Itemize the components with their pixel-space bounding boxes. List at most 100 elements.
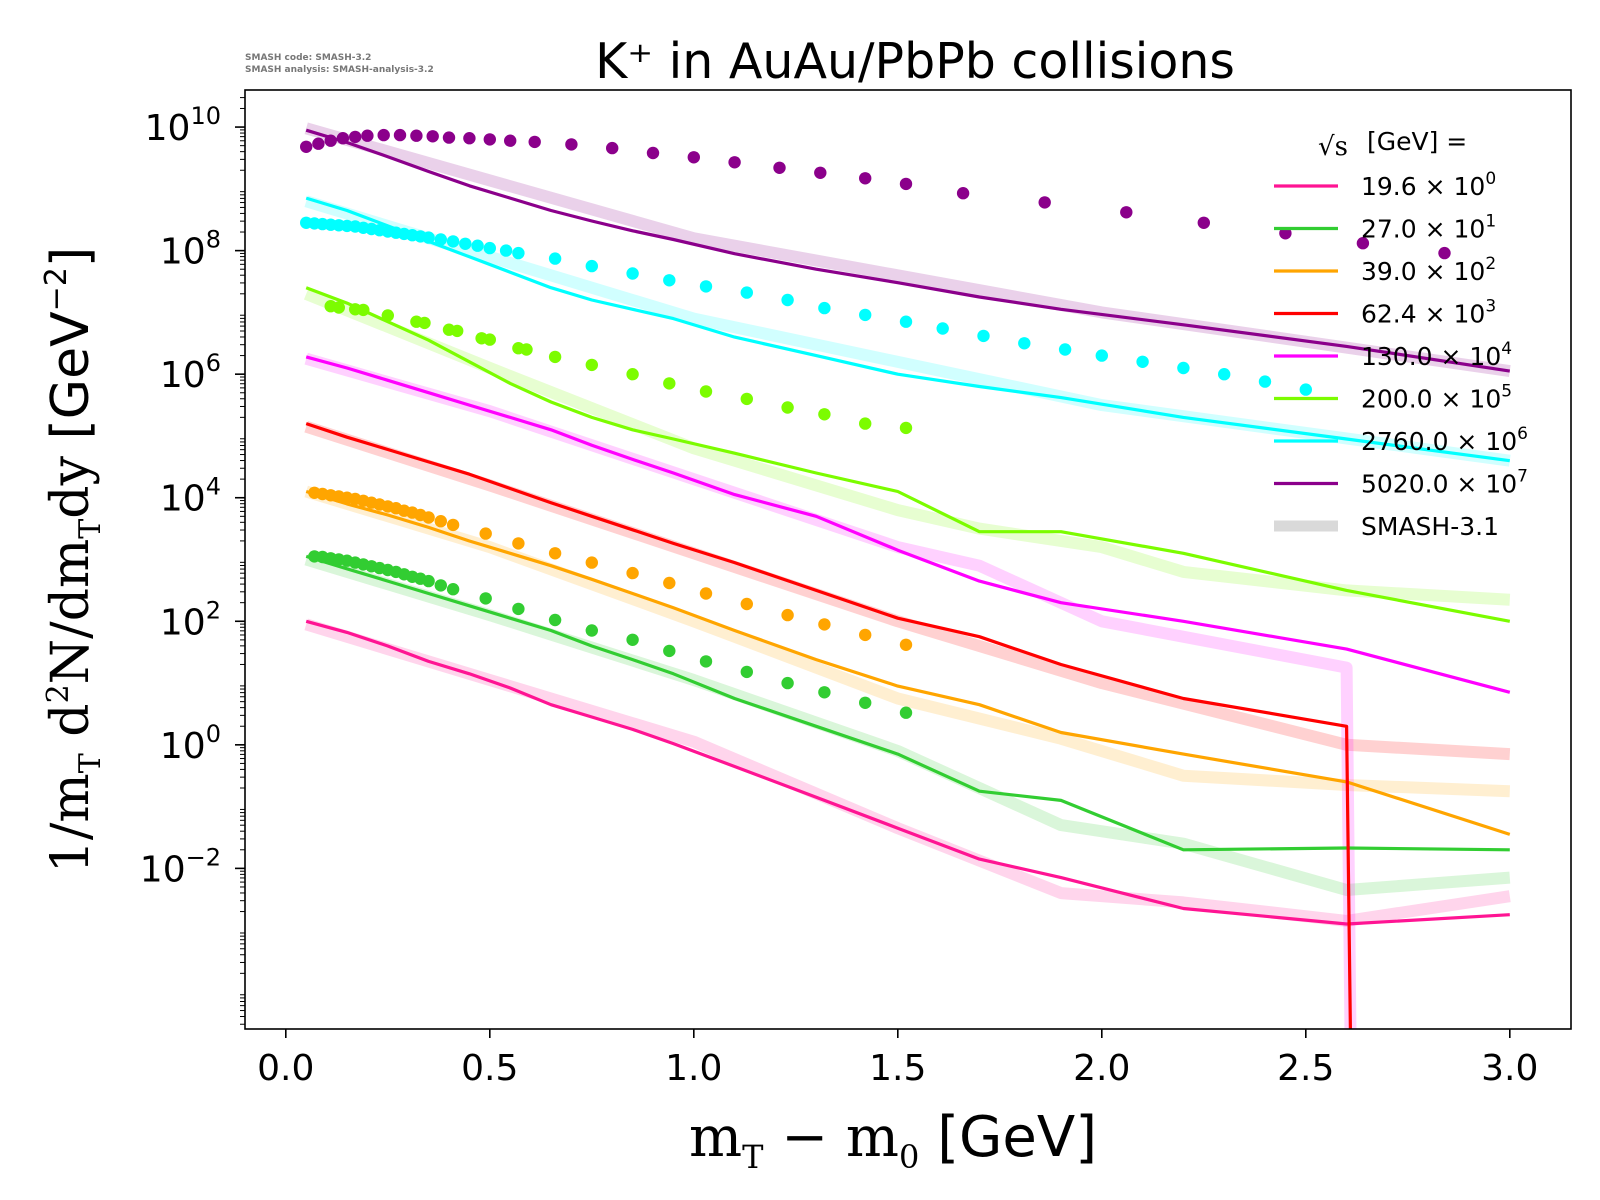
- reference-curve-6: [304, 195, 1511, 467]
- data-point-7-7: [393, 128, 407, 142]
- y-tick-label-2: 102: [160, 596, 221, 643]
- data-point-5-20: [818, 408, 831, 421]
- x-tick-label-4: 2.0: [1073, 1048, 1130, 1089]
- data-point-2-23: [699, 587, 713, 600]
- legend-label-4: 130.0 × 104: [1361, 339, 1512, 371]
- data-point-7-16: [606, 141, 619, 155]
- legend-label-5: 200.0 × 105: [1361, 382, 1512, 414]
- y-tick-label-1: 100: [160, 720, 221, 767]
- data-point-5-12: [520, 343, 533, 356]
- data-point-7-12: [483, 133, 496, 146]
- data-point-2-18: [512, 537, 525, 550]
- y-axis-label-text: 1/mT d2N/dmTdy [GeV−2]: [39, 247, 108, 873]
- data-point-5-17: [699, 385, 713, 398]
- legend: √s [GeV] = 19.6 × 100 27.0 × 101 39.0 × 10…: [1274, 127, 1528, 541]
- data-point-6-18: [459, 237, 472, 250]
- data-point-1-25: [781, 676, 794, 690]
- data-point-5-1: [332, 301, 345, 314]
- data-point-7-0: [300, 140, 313, 153]
- series-line-1: [305, 554, 1510, 852]
- data-point-5-6: [418, 316, 431, 330]
- data-point-7-5: [361, 129, 374, 142]
- data-point-7-10: [442, 131, 456, 144]
- x-tick-label-6: 3.0: [1481, 1048, 1538, 1089]
- legend-label-6: 2760.0 × 106: [1361, 424, 1528, 456]
- data-point-6-35: [1018, 337, 1031, 350]
- experimental-data-points: [300, 128, 1451, 719]
- data-point-6-41: [1258, 375, 1272, 388]
- data-point-5-13: [548, 350, 562, 364]
- series-line-4: [305, 355, 1511, 694]
- data-point-7-23: [899, 177, 913, 191]
- data-point-1-18: [512, 602, 525, 616]
- smash-analysis-version: SMASH analysis: SMASH-analysis-3.2: [245, 65, 434, 75]
- legend-label-2: 39.0 × 102: [1361, 254, 1496, 286]
- reference-curve-0: [304, 618, 1511, 927]
- x-tick-label-0: 0.0: [257, 1048, 314, 1089]
- series-line-6: [305, 196, 1511, 463]
- data-point-5-18: [740, 392, 753, 406]
- data-point-1-15: [434, 579, 447, 592]
- series-line-7: [305, 128, 1511, 373]
- data-point-7-2: [324, 134, 337, 147]
- legend-label-reference: SMASH-3.1: [1361, 512, 1499, 541]
- legend-label-0: 19.6 × 100: [1361, 169, 1496, 201]
- data-point-5-10: [483, 333, 496, 346]
- data-point-7-8: [410, 129, 423, 142]
- data-point-1-20: [585, 624, 598, 637]
- data-point-5-4: [381, 309, 394, 322]
- data-point-1-24: [740, 665, 753, 679]
- data-point-7-4: [349, 130, 362, 144]
- data-point-7-14: [528, 135, 541, 149]
- data-point-2-16: [446, 518, 460, 532]
- data-point-6-23: [548, 252, 562, 265]
- data-point-6-27: [699, 280, 713, 293]
- x-tick-label-2: 1.0: [665, 1048, 722, 1089]
- y-axis-ticks: 10−2 100 102 104 106 108 1010: [140, 97, 245, 1025]
- legend-title: [GeV] =: [1367, 127, 1467, 156]
- data-point-2-15: [434, 515, 447, 528]
- data-point-6-33: [936, 322, 949, 335]
- data-point-7-18: [687, 151, 700, 164]
- series-line-2: [305, 489, 1511, 836]
- data-point-7-27: [1197, 216, 1211, 229]
- data-point-1-21: [626, 633, 639, 646]
- data-point-6-21: [499, 244, 513, 257]
- data-point-6-20: [483, 241, 496, 255]
- y-tick-label-6: 1010: [145, 102, 221, 149]
- data-point-1-28: [899, 706, 913, 719]
- reference-curve-5: [303, 288, 1511, 606]
- data-point-6-15: [422, 231, 435, 244]
- data-point-6-42: [1299, 383, 1313, 396]
- data-point-2-24: [740, 597, 753, 611]
- data-point-7-21: [814, 166, 827, 179]
- data-point-2-17: [479, 527, 492, 540]
- data-point-2-21: [626, 566, 639, 580]
- x-axis-label: mT − m0 [GeV]: [689, 1105, 1097, 1176]
- data-point-6-16: [434, 233, 447, 246]
- data-point-6-26: [663, 274, 676, 287]
- x-tick-label-5: 2.5: [1277, 1048, 1334, 1089]
- data-point-2-22: [663, 576, 676, 590]
- data-point-5-21: [859, 417, 872, 430]
- data-point-1-19: [548, 613, 562, 627]
- series-line-5: [305, 286, 1511, 623]
- data-point-6-31: [859, 308, 872, 322]
- x-tick-label-1: 0.5: [461, 1048, 518, 1089]
- data-point-7-15: [565, 138, 578, 151]
- data-point-6-30: [818, 301, 831, 315]
- data-point-5-3: [357, 303, 370, 317]
- x-axis-label-text: mT − m0 [GeV]: [689, 1105, 1097, 1176]
- data-point-6-39: [1177, 361, 1190, 375]
- data-point-6-36: [1058, 343, 1072, 356]
- series-line-3: [305, 422, 1352, 1029]
- data-point-5-8: [451, 324, 464, 338]
- smash-code-version: SMASH code: SMASH-3.2: [245, 53, 371, 63]
- data-point-7-9: [426, 130, 439, 143]
- data-point-2-26: [818, 618, 831, 631]
- legend-label-7: 5020.0 × 107: [1361, 467, 1528, 499]
- data-point-7-17: [646, 146, 660, 160]
- data-point-1-22: [663, 644, 676, 658]
- data-point-1-14: [422, 574, 435, 588]
- data-point-7-11: [463, 132, 476, 145]
